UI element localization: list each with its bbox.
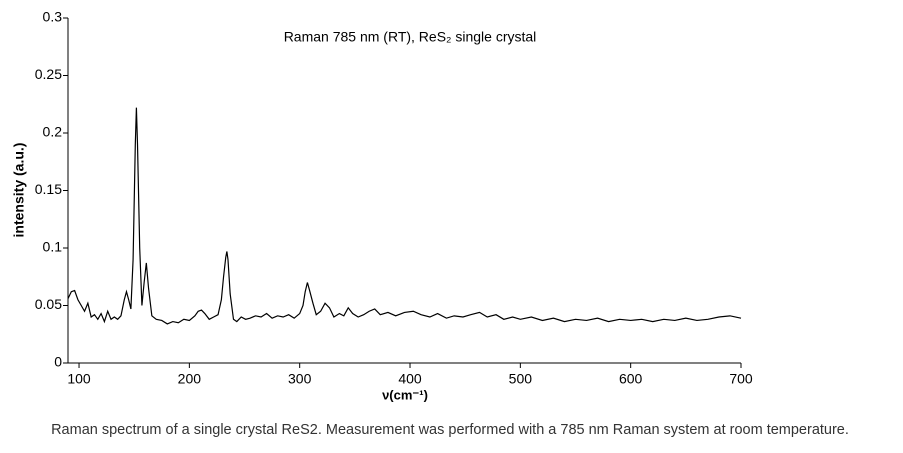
y-tick-label: 0	[54, 354, 62, 370]
x-tick-label: 200	[178, 371, 202, 387]
y-tick-label: 0.3	[43, 9, 63, 25]
caption: Raman spectrum of a single crystal ReS2.…	[51, 422, 849, 438]
chart-title: Raman 785 nm (RT), ReS₂ single crystal	[284, 29, 537, 45]
x-tick-label: 400	[398, 371, 422, 387]
y-tick-label: 0.2	[43, 124, 63, 140]
y-tick-label: 0.15	[35, 181, 62, 197]
y-tick-label: 0.25	[35, 66, 62, 82]
x-tick-label: 100	[67, 371, 91, 387]
y-tick-label: 0.05	[35, 296, 62, 312]
spectrum-line	[67, 107, 742, 325]
y-tick-label: 0.1	[43, 239, 63, 255]
y-axis-label: intensity (a.u.)	[11, 143, 27, 238]
x-tick-label: 600	[619, 371, 643, 387]
x-tick-label: 700	[729, 371, 753, 387]
x-tick-label: 500	[509, 371, 533, 387]
x-axis-label: ν(cm⁻¹)	[382, 387, 428, 402]
x-tick-label: 300	[288, 371, 312, 387]
